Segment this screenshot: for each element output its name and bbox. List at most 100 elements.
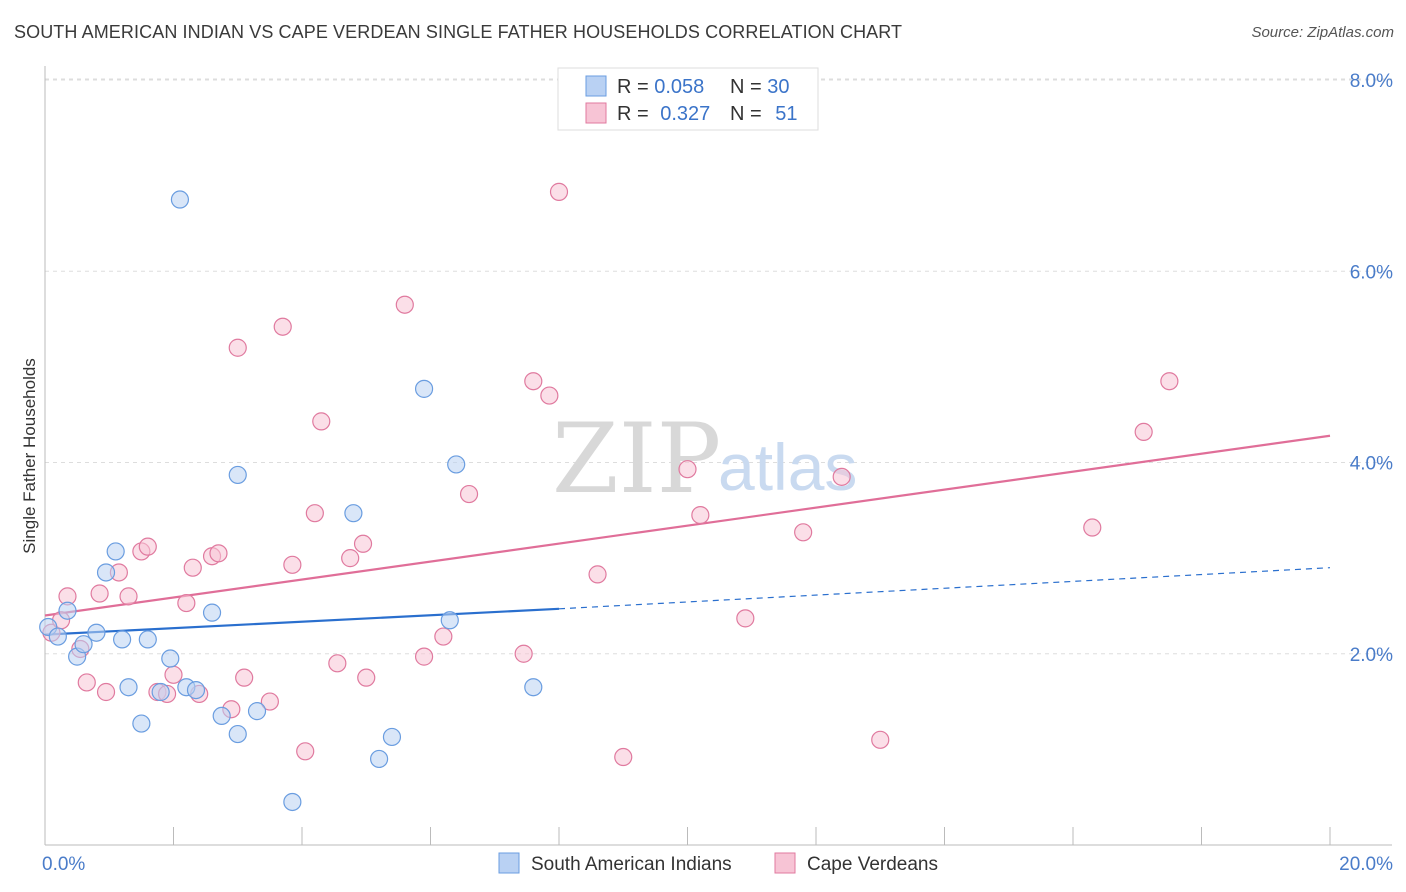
point-cape-verdeans <box>328 654 347 673</box>
point-cape-verdeans <box>353 534 373 553</box>
point-south-american-indians <box>202 603 222 622</box>
y-tick-label: 8.0% <box>1350 71 1393 92</box>
point-cape-verdeans <box>260 692 279 711</box>
axes <box>44 66 1392 846</box>
trend-line-south-american-indians <box>44 607 560 636</box>
legend-n-label-2: N = <box>730 103 767 125</box>
point-cape-verdeans <box>235 668 254 687</box>
point-cape-verdeans <box>588 565 607 584</box>
point-cape-verdeans <box>434 627 453 646</box>
legend-r-value-2: 0.327 <box>660 103 710 125</box>
point-south-american-indians <box>283 792 302 812</box>
tick-labels: 2.0% 4.0% 6.0% 8.0% 0.0% 20.0% <box>42 71 1393 875</box>
point-cape-verdeans <box>77 673 96 692</box>
chart-title: SOUTH AMERICAN INDIAN VS CAPE VERDEAN SI… <box>14 22 903 42</box>
point-cape-verdeans <box>312 412 331 431</box>
legend-n-label-1: N = <box>730 76 767 98</box>
y-tick-label: 4.0% <box>1350 454 1393 475</box>
point-cape-verdeans <box>459 484 479 504</box>
watermark-atlas: atlas <box>718 430 857 504</box>
point-cape-verdeans <box>177 593 196 613</box>
svg-text:R = 0.058: R = 0.058 <box>617 76 704 98</box>
point-south-american-indians <box>87 623 106 642</box>
point-cape-verdeans <box>691 505 710 525</box>
point-cape-verdeans <box>736 609 755 628</box>
legend-swatch-south-american-indians <box>585 75 607 97</box>
point-cape-verdeans <box>514 644 533 663</box>
point-cape-verdeans <box>96 682 116 702</box>
point-south-american-indians <box>447 455 466 474</box>
point-south-american-indians <box>74 635 93 654</box>
point-south-american-indians <box>151 682 170 702</box>
bottom-legend-swatch-cape-verdeans <box>774 852 796 874</box>
point-cape-verdeans <box>209 544 228 563</box>
source-credit: Source: ZipAtlas.com <box>1251 24 1394 41</box>
bottom-legend-swatch-south-american-indians <box>498 852 520 874</box>
point-cape-verdeans <box>678 460 697 479</box>
gridlines <box>45 78 1392 655</box>
point-cape-verdeans <box>273 317 292 336</box>
point-south-american-indians <box>106 542 125 561</box>
legend-n-value-2: 51 <box>775 103 797 125</box>
bottom-legend-label-cape-verdeans: Cape Verdeans <box>807 854 938 875</box>
point-cape-verdeans <box>119 587 138 606</box>
point-cape-verdeans <box>614 747 633 767</box>
point-south-american-indians <box>96 563 116 582</box>
point-cape-verdeans <box>414 647 434 666</box>
svg-text:R = 0.327: R = 0.327 <box>617 103 710 125</box>
point-south-american-indians <box>382 727 402 747</box>
trend-lines <box>44 434 1331 636</box>
point-south-american-indians <box>170 190 190 209</box>
point-south-american-indians <box>228 724 247 744</box>
svg-text:N = 51: N = 51 <box>730 103 798 125</box>
point-south-american-indians <box>524 678 543 697</box>
point-cape-verdeans <box>138 537 157 556</box>
bottom-legend-label-south-american-indians: South American Indians <box>531 854 732 875</box>
point-south-american-indians <box>247 702 267 721</box>
trend-line-extension <box>558 567 1331 610</box>
point-south-american-indians <box>58 601 77 620</box>
point-south-american-indians <box>132 714 151 733</box>
point-south-american-indians <box>161 649 180 668</box>
watermark-zip: ZIP <box>552 403 721 515</box>
point-cape-verdeans <box>183 558 202 577</box>
point-cape-verdeans <box>871 730 890 749</box>
legend-swatch-cape-verdeans <box>585 102 607 124</box>
point-cape-verdeans <box>296 742 315 761</box>
y-axis-label: Single Father Households <box>20 358 39 554</box>
point-south-american-indians <box>186 680 206 700</box>
point-south-american-indians <box>228 465 247 485</box>
trend-line-cape-verdeans <box>44 434 1331 617</box>
x-tick-label: 0.0% <box>42 854 85 875</box>
point-cape-verdeans <box>1083 518 1102 537</box>
point-cape-verdeans <box>305 504 324 523</box>
point-cape-verdeans <box>357 668 376 687</box>
point-cape-verdeans <box>90 584 109 603</box>
point-south-american-indians <box>414 379 434 398</box>
point-cape-verdeans <box>283 555 302 574</box>
y-tick-label: 2.0% <box>1350 645 1393 666</box>
point-cape-verdeans <box>395 295 414 314</box>
point-south-american-indians <box>344 504 363 523</box>
data-points <box>39 182 1179 812</box>
point-cape-verdeans <box>1160 372 1179 391</box>
point-cape-verdeans <box>794 523 813 542</box>
legend-n-value-1: 30 <box>767 76 789 98</box>
svg-text:N = 30: N = 30 <box>730 76 790 98</box>
point-south-american-indians <box>112 630 132 649</box>
legend-r-label-1: R = <box>617 76 654 98</box>
point-cape-verdeans <box>1134 422 1153 441</box>
point-cape-verdeans <box>832 467 851 486</box>
correlation-legend: R = 0.058 N = 30 R = 0.327 N = 51 <box>557 67 819 131</box>
legend-r-label-2: R = <box>617 103 654 125</box>
point-cape-verdeans <box>549 182 569 201</box>
y-tick-label: 6.0% <box>1350 262 1393 283</box>
point-cape-verdeans <box>540 386 559 405</box>
point-south-american-indians <box>440 611 459 630</box>
point-cape-verdeans <box>228 338 247 357</box>
point-south-american-indians <box>119 678 138 697</box>
x-tick-label: 20.0% <box>1339 854 1393 875</box>
point-cape-verdeans <box>164 665 183 684</box>
point-south-american-indians <box>48 627 67 646</box>
